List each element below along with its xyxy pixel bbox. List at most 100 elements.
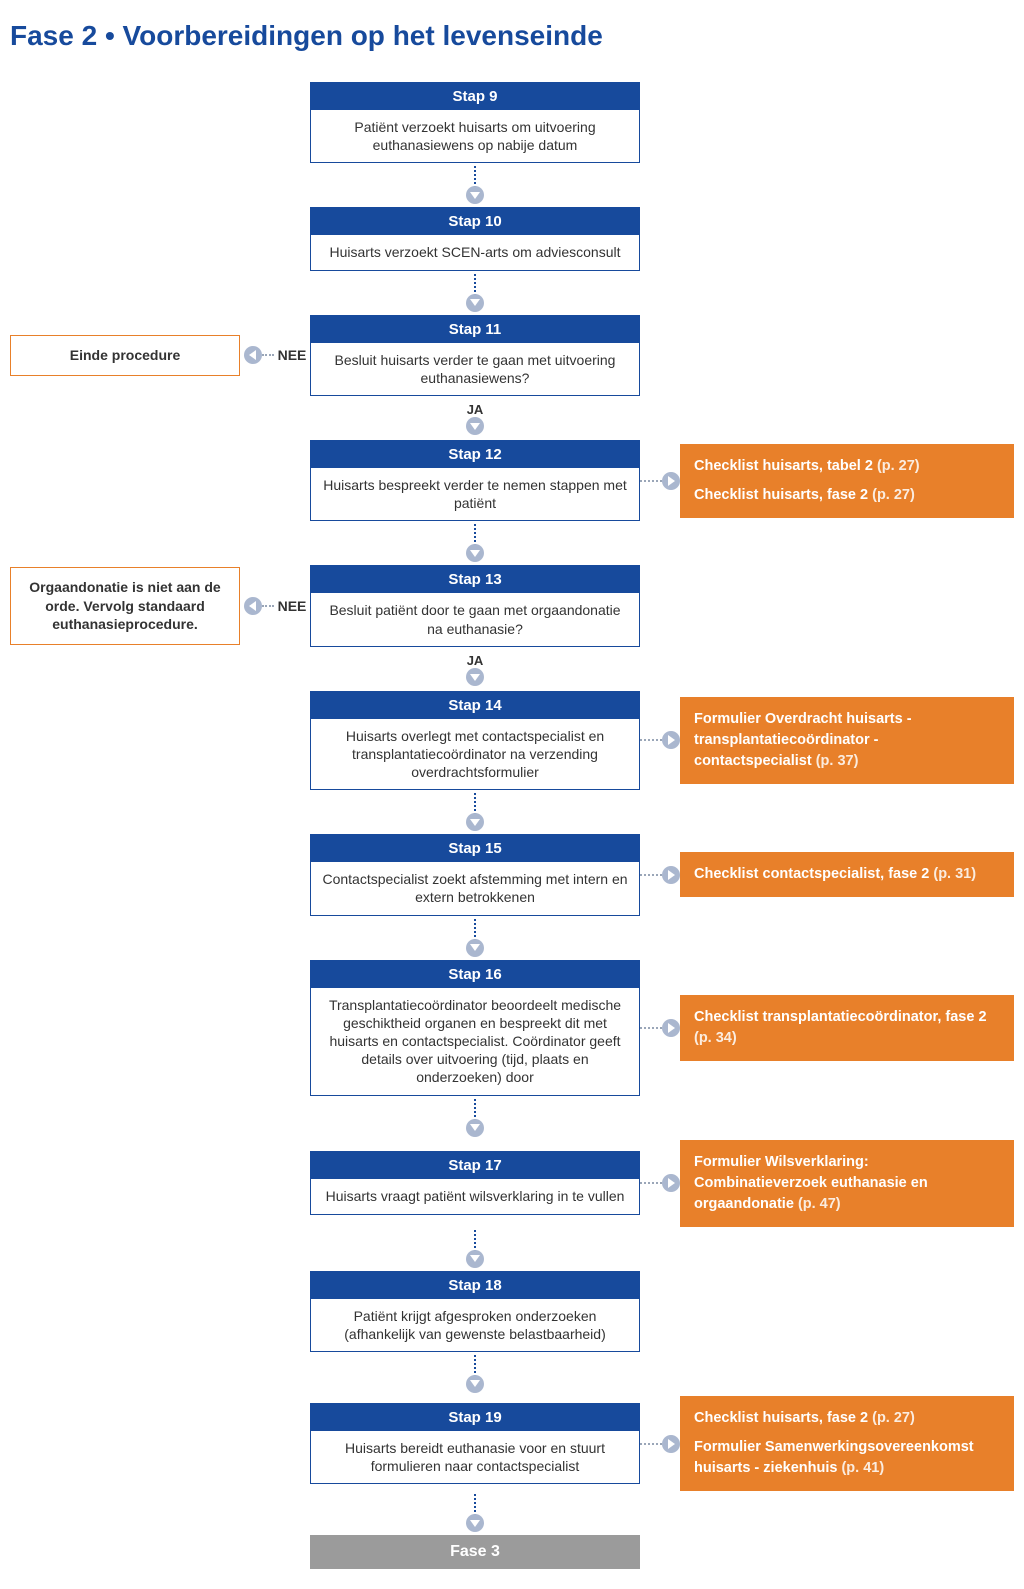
step-body: Huisarts vraagt patiënt wilsverklaring i… [311,1179,639,1213]
step-12: Stap 12 Huisarts bespreekt verder te nem… [310,440,640,521]
connector-down [310,1494,640,1532]
step-body: Contactspecialist zoekt afstemming met i… [311,862,639,914]
step-body: Huisarts verzoekt SCEN-arts om adviescon… [311,235,639,269]
step-19: Stap 19 Huisarts bereidt euthanasie voor… [310,1403,640,1484]
info-page: (p. 37) [816,753,859,769]
connector-right [640,866,680,884]
step-11: Stap 11 Besluit huisarts verder te gaan … [310,315,640,396]
info-step19: Checklist huisarts, fase 2 (p. 27) Formu… [680,1396,1014,1491]
arrow-down-icon [466,813,484,831]
step-header: Stap 13 [311,566,639,593]
connector-down [310,1099,640,1137]
step-body: Transplantatiecoördinator beoordeelt med… [311,988,639,1095]
nee-label: NEE [278,598,307,614]
info-page: (p. 27) [872,1410,915,1426]
connector-right [640,1019,680,1037]
ja-label: JA [467,402,484,417]
step-body: Huisarts overlegt met contactspecialist … [311,719,639,790]
arrow-right-icon [662,1174,680,1192]
info-text: Checklist transplantatie­coördinator, fa… [694,1009,987,1025]
arrow-down-icon [466,186,484,204]
orgaandonatie-box: Orgaandonatie is niet aan de orde. Vervo… [10,567,240,646]
arrow-left-icon [244,597,262,615]
info-text: Formulier Samenwerkingsovereenkomst huis… [694,1439,974,1476]
arrow-down-icon [466,1250,484,1268]
step-16: Stap 16 Transplantatiecoördinator beoord… [310,960,640,1096]
connector-right [640,731,680,749]
info-page: (p. 31) [933,866,976,882]
arrow-right-icon [662,866,680,884]
step-header: Stap 12 [311,441,639,468]
step-body: Patiënt krijgt afgesproken onderzoeken (… [311,1299,639,1351]
info-page: (p. 27) [872,487,915,503]
page-title: Fase 2 • Voorbereidingen op het levensei… [10,20,1014,52]
connector-right [640,1174,680,1192]
step-header: Stap 19 [311,1404,639,1431]
info-step15: Checklist contactspecialist, fase 2 (p. … [680,852,1014,897]
arrow-down-icon [466,939,484,957]
step-body: Huisarts bereidt euthanasie voor en stuu… [311,1431,639,1483]
step-9: Stap 9 Patiënt verzoekt huisarts om uitv… [310,82,640,163]
arrow-left-icon [244,346,262,364]
einde-procedure-box: Einde procedure [10,335,240,376]
arrow-down-icon [466,1514,484,1532]
info-text: Checklist huisarts, fase 2 [694,1410,868,1426]
connector-down [310,166,640,204]
info-step14: Formulier Overdracht huisarts - transpla… [680,697,1014,784]
arrow-right-icon [662,1019,680,1037]
step-13: Stap 13 Besluit patiënt door te gaan met… [310,565,640,646]
connector-down [310,1230,640,1268]
step-17: Stap 17 Huisarts vraagt patiënt wilsverk… [310,1151,640,1214]
step-header: Stap 11 [311,316,639,343]
info-text: Checklist huisarts, tabel 2 [694,458,873,474]
step-body: Huisarts bespreekt verder te nemen stapp… [311,468,639,520]
arrow-right-icon [662,731,680,749]
info-page: (p. 27) [877,458,920,474]
ja-label: JA [467,653,484,668]
connector-down-ja: JA [310,651,640,686]
info-page: (p. 34) [694,1030,737,1046]
step-header: Stap 18 [311,1272,639,1299]
arrow-down-icon [466,417,484,435]
step-header: Stap 10 [311,208,639,235]
connector-down [310,919,640,957]
info-text: Formulier Overdracht huisarts - transpla… [694,711,912,769]
flowchart-grid: Stap 9 Patiënt verzoekt huisarts om uitv… [10,82,1014,1569]
nee-connector: NEE [240,346,310,364]
info-text: Checklist huisarts, fase 2 [694,487,868,503]
step-header: Stap 15 [311,835,639,862]
info-step12: Checklist huisarts, tabel 2 (p. 27) Chec… [680,444,1014,518]
nee-label: NEE [278,347,307,363]
arrow-right-icon [662,1435,680,1453]
nee-connector: NEE [240,597,310,615]
arrow-down-icon [466,668,484,686]
step-header: Stap 14 [311,692,639,719]
fase-3-box: Fase 3 [310,1535,640,1569]
connector-down [310,524,640,562]
step-body: Besluit huisarts verder te gaan met uitv… [311,343,639,395]
arrow-down-icon [466,1375,484,1393]
info-text: Checklist contactspecialist, fase 2 [694,866,929,882]
info-page: (p. 47) [798,1196,841,1212]
connector-down [310,793,640,831]
step-15: Stap 15 Contactspecialist zoekt afstemmi… [310,834,640,915]
info-step17: Formulier Wilsverklaring: Combinatieverz… [680,1140,1014,1227]
arrow-down-icon [466,1119,484,1137]
step-10: Stap 10 Huisarts verzoekt SCEN-arts om a… [310,207,640,270]
connector-down [310,274,640,312]
step-header: Stap 17 [311,1152,639,1179]
connector-down-ja: JA [310,400,640,435]
connector-right [640,472,680,490]
arrow-down-icon [466,544,484,562]
connector-right [640,1435,680,1453]
step-body: Besluit patiënt door te gaan met orgaand… [311,593,639,645]
step-body: Patiënt verzoekt huisarts om uitvoering … [311,110,639,162]
step-18: Stap 18 Patiënt krijgt afgesproken onder… [310,1271,640,1352]
step-header: Stap 9 [311,83,639,110]
arrow-right-icon [662,472,680,490]
connector-down [310,1355,640,1393]
info-page: (p. 41) [841,1460,884,1476]
step-header: Stap 16 [311,961,639,988]
info-step16: Checklist transplantatie­coördinator, fa… [680,995,1014,1061]
step-14: Stap 14 Huisarts overlegt met contactspe… [310,691,640,791]
